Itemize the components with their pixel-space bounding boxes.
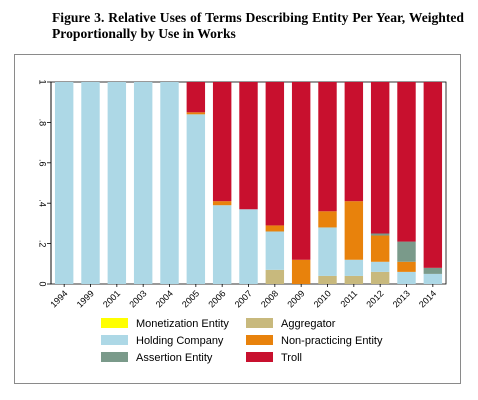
bar-segment <box>397 261 416 272</box>
figure-title: Figure 3. Relative Uses of Terms Describ… <box>52 10 464 41</box>
bar-segment <box>397 241 416 262</box>
x-tick-label: 2004 <box>154 288 175 309</box>
legend-swatch <box>246 335 273 346</box>
bar-segment <box>370 233 390 236</box>
bar-segment <box>81 82 100 284</box>
x-tick-label: 2009 <box>285 288 306 309</box>
bar-segment <box>186 112 206 115</box>
bar-segment <box>265 269 285 284</box>
bar-segment <box>186 114 206 284</box>
bar-segment <box>239 209 258 284</box>
bar-segment <box>397 82 416 242</box>
y-tick-label: .8 <box>38 119 48 127</box>
bar-segment <box>344 275 364 284</box>
bar-segment <box>265 225 285 232</box>
legend-item: Monetization Entity <box>101 317 229 331</box>
legend-item: Troll <box>246 351 302 365</box>
stacked-bar-chart: 0 .2 .4 .6 .8 1 1994 1999 2001 2003 2004 2005 2006 2… <box>38 79 447 310</box>
bar-segment <box>186 82 206 113</box>
x-tick-label: 2007 <box>233 288 254 309</box>
bar-segment <box>344 201 364 260</box>
x-axis: 1994 1999 2001 2003 2004 2005 2006 2007 2008 2009… <box>48 284 438 310</box>
bar-segment <box>291 259 311 284</box>
bar-segment <box>318 82 337 212</box>
legend-label: Assertion Entity <box>136 352 213 364</box>
x-tick-label: 2011 <box>338 288 359 309</box>
bar-segment <box>212 205 232 284</box>
legend-swatch <box>246 352 273 363</box>
x-tick-label: 2013 <box>391 288 412 309</box>
legend-item: Holding Company <box>101 334 223 348</box>
bar-segment <box>370 261 390 272</box>
bar-segment <box>265 82 285 226</box>
x-tick-label: 2012 <box>364 288 385 309</box>
legend-label: Aggregator <box>281 318 336 330</box>
y-axis: 0 .2 .4 .6 .8 1 <box>38 79 52 287</box>
bar-segment <box>133 82 153 284</box>
bar-segment <box>160 82 179 284</box>
bar-segment <box>423 267 443 274</box>
bar-segment <box>397 271 416 284</box>
chart-panel: 0 .2 .4 .6 .8 1 1994 1999 2001 2003 2004 2005 2006 2… <box>14 54 461 384</box>
bar-segment <box>212 82 232 202</box>
legend-label: Monetization Entity <box>136 318 229 330</box>
x-tick-label: 2014 <box>417 288 438 309</box>
x-tick-label: 1994 <box>48 288 69 309</box>
bar-segment <box>107 82 127 284</box>
bar-segment <box>265 231 285 270</box>
y-tick-label: 1 <box>38 79 48 84</box>
bar-segment <box>370 235 390 262</box>
legend-swatch <box>101 352 128 363</box>
legend-label: Non-practicing Entity <box>281 335 383 347</box>
x-tick-label: 2005 <box>180 288 201 309</box>
legend-swatch <box>246 318 273 329</box>
x-tick-label: 2010 <box>312 288 333 309</box>
bar-segment <box>239 82 258 210</box>
x-tick-label: 2008 <box>259 288 280 309</box>
bar-segment <box>423 82 443 268</box>
legend-label: Holding Company <box>136 335 224 347</box>
y-tick-label: 0 <box>38 281 48 286</box>
x-tick-label: 2006 <box>206 288 227 309</box>
x-tick-label: 2001 <box>101 288 122 309</box>
legend-swatch <box>101 318 128 329</box>
bar-segment <box>318 227 337 276</box>
bar-segment <box>344 259 364 276</box>
legend-label: Troll <box>281 352 302 364</box>
bar-segment <box>291 82 311 260</box>
legend-item: Aggregator <box>246 317 335 331</box>
legend-item: Assertion Entity <box>101 351 212 365</box>
bars-group <box>54 82 443 284</box>
bar-segment <box>54 82 74 284</box>
x-tick-label: 2003 <box>127 288 148 309</box>
x-tick-label: 1999 <box>75 288 96 309</box>
y-tick-label: .2 <box>38 240 48 248</box>
bar-segment <box>423 273 443 284</box>
bar-segment <box>318 275 337 284</box>
bar-segment <box>318 211 337 228</box>
bar-segment <box>344 82 364 202</box>
y-tick-label: .4 <box>38 199 48 207</box>
legend-item: Non-practicing Entity <box>246 334 383 348</box>
bar-segment <box>370 271 390 284</box>
bar-segment <box>370 82 390 234</box>
bar-segment <box>212 201 232 206</box>
legend-swatch <box>101 335 128 346</box>
y-tick-label: .6 <box>38 159 48 167</box>
